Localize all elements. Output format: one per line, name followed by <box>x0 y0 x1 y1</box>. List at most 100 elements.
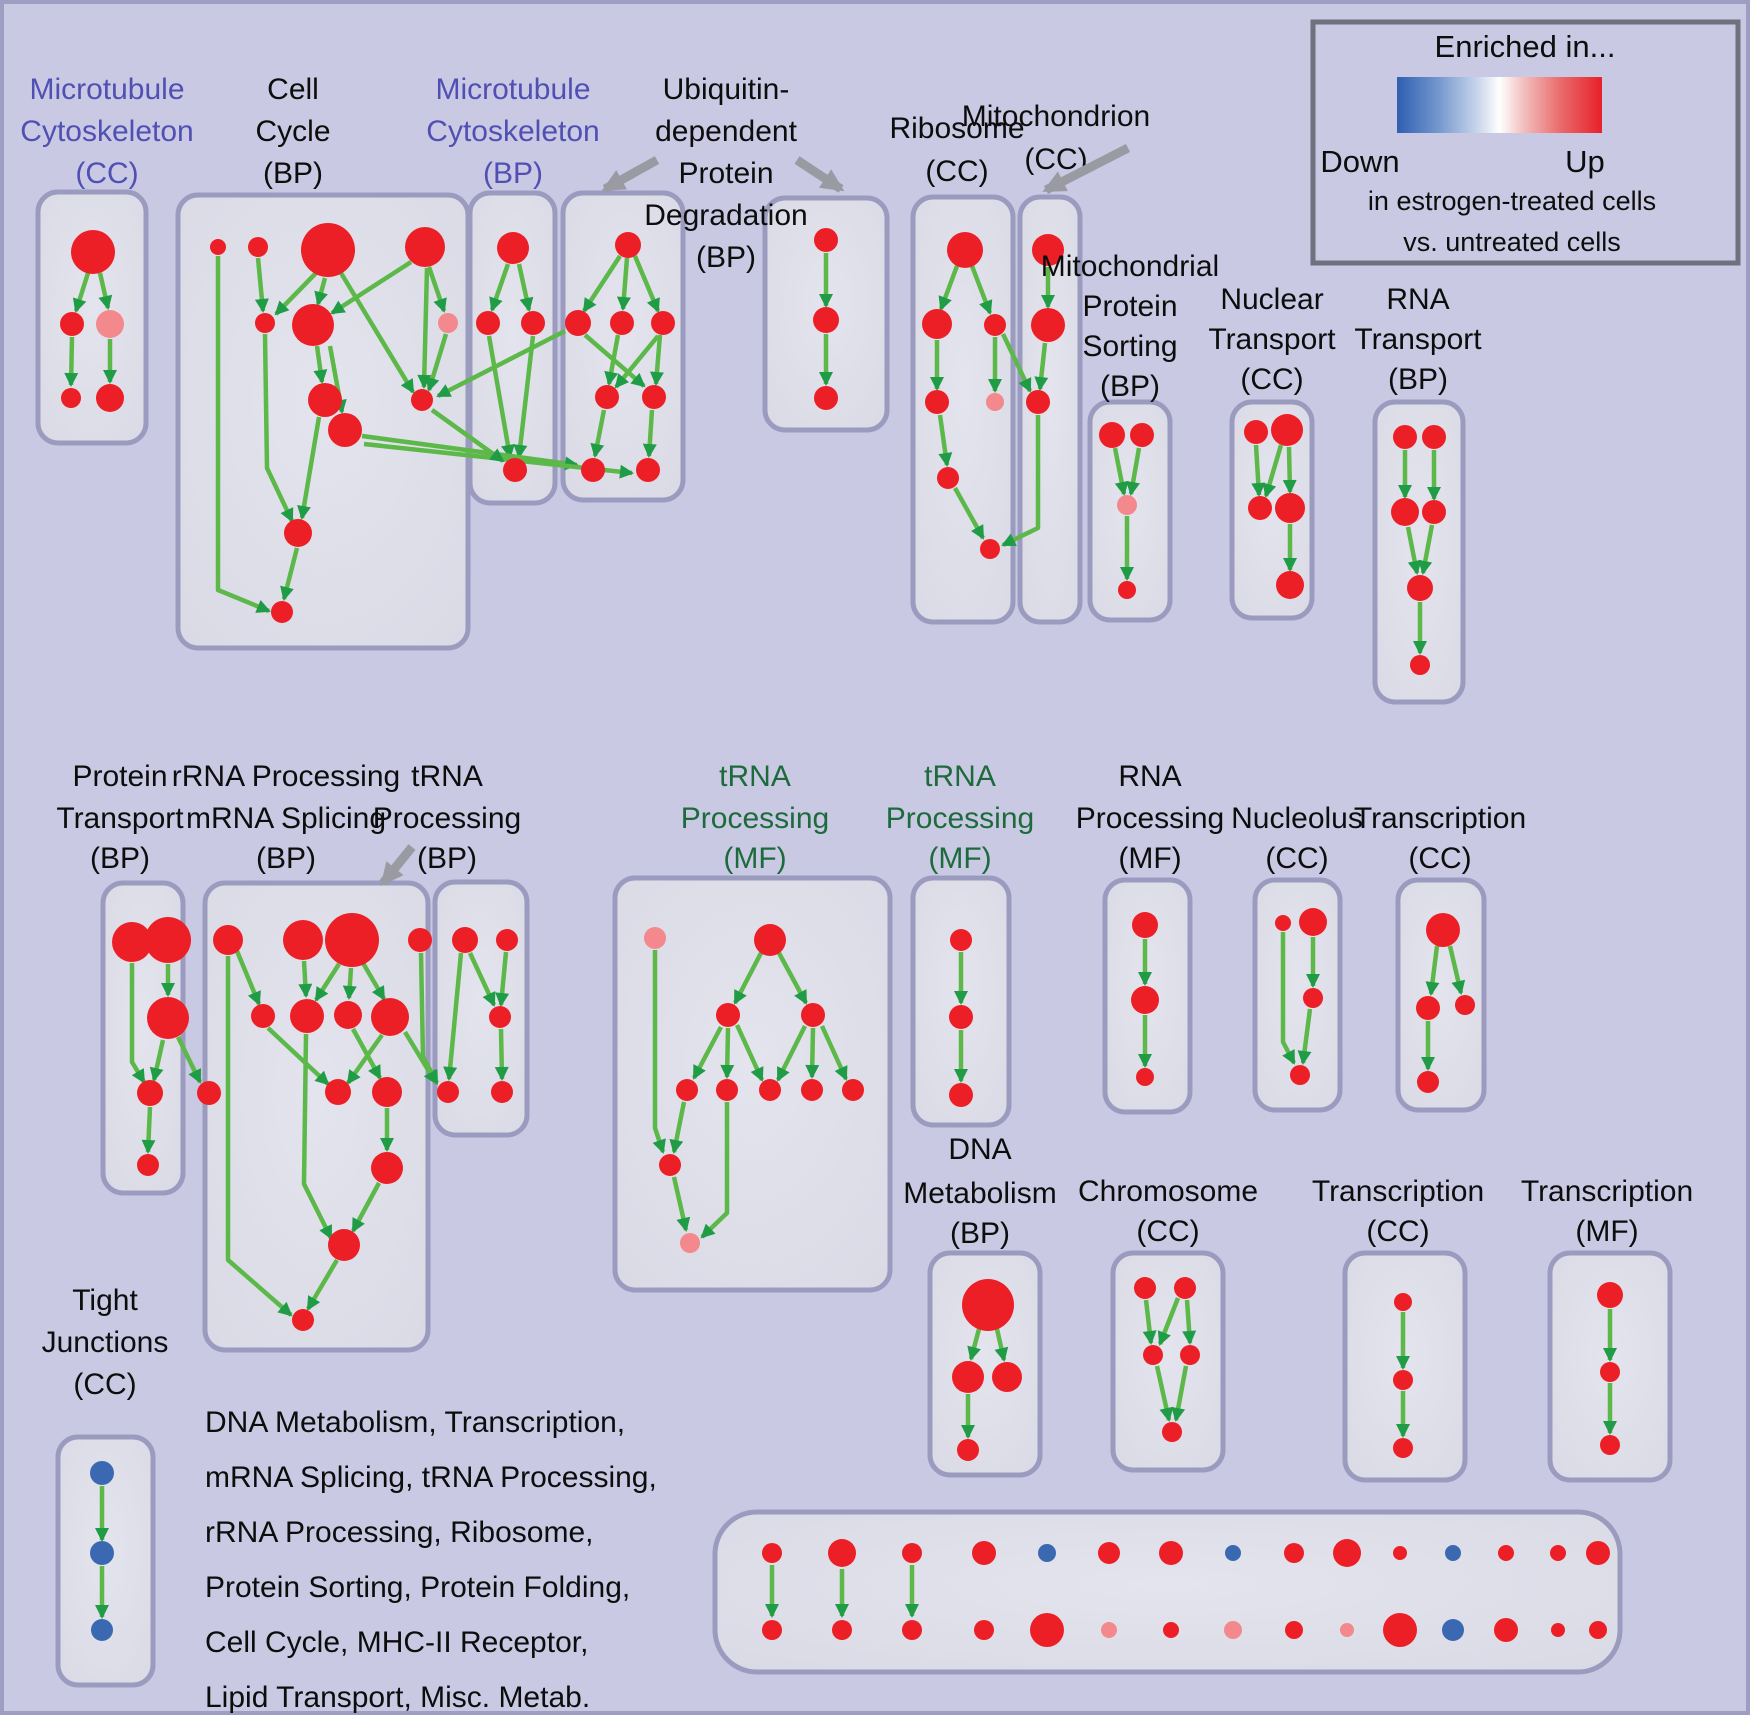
edge-arrow-cell-cycle-bp <box>330 260 413 315</box>
go-term-node-microtubule-cc <box>96 310 124 338</box>
edge-arrow-trna-processing-bp <box>494 1028 509 1081</box>
go-term-node-protein-transport-bp <box>145 917 191 963</box>
go-term-node-microtubule-cc <box>61 388 81 408</box>
edge-arrow-transcription-cc <box>1425 945 1440 996</box>
go-term-node-dna-metabolism-bp <box>952 1361 984 1393</box>
trna-bp-arrow <box>379 844 416 887</box>
caption-line-6: Lipid Transport, Misc. Metab. <box>205 1681 590 1714</box>
go-term-node-mitochondrion-cc <box>1031 308 1065 342</box>
cluster-box-nucleolus-cc <box>1252 877 1343 1113</box>
go-term-node-rrna-processing-mrna-splicing-bp <box>328 1229 360 1261</box>
edge-arrow-protein-transport-bp <box>175 1036 203 1084</box>
go-term-node-transcription-mf <box>1597 1282 1623 1308</box>
go-term-node-mitochondrial-protein-sorting-bp <box>1118 581 1136 599</box>
misc-node-top-1 <box>828 1539 856 1567</box>
go-term-node-rna-transport-bp <box>1407 575 1433 601</box>
go-term-node-rna-transport-bp <box>1422 500 1446 524</box>
edge-arrow-chromosome-cc <box>1171 1365 1189 1422</box>
go-term-node-ubiquitin-degradation-bp-2 <box>813 307 839 333</box>
go-term-node-trna-processing-mf <box>644 927 666 949</box>
edge-arrow-ubiquitin-degradation-bp <box>582 254 622 313</box>
ubiquitin-right-arrow <box>794 156 845 193</box>
go-term-node-rna-transport-bp <box>1422 425 1446 449</box>
go-term-node-ribosome-cc <box>925 390 949 414</box>
cluster-label-ubiquitin-degradation-bp: Ubiquitin-dependent Protein Degradation (BP… <box>644 73 807 274</box>
edge-arrow-rrna-processing-mrna-splicing-bp <box>234 950 262 1006</box>
cluster-box-misc-clusters-panel <box>712 1509 1623 1675</box>
misc-node-top-10 <box>1393 1546 1407 1560</box>
edge-arrow-chromosome-cc <box>1157 1297 1181 1346</box>
caption-line-5: Cell Cycle, MHC-II Receptor, <box>205 1626 588 1659</box>
go-term-node-protein-transport-bp <box>147 997 189 1039</box>
legend-subtitle-2: vs. untreated cells <box>1403 227 1621 257</box>
go-term-node-trna-processing-mf <box>680 1233 700 1253</box>
go-term-node-transcription-cc <box>1455 995 1475 1015</box>
legend-down-label: Down <box>1320 144 1399 179</box>
legend-title: Enriched in... <box>1435 29 1616 64</box>
edge-arrow-trna-processing-mf <box>671 1176 691 1232</box>
edge-arrow-rrna-processing-mrna-splicing-bp <box>351 1181 381 1233</box>
misc-node-top-3 <box>972 1541 996 1565</box>
edge-arrow-rrna-processing-mrna-splicing-bp <box>346 1033 384 1085</box>
go-term-node-tight-junctions-cc <box>90 1541 114 1565</box>
edge-arrow-rrna-processing-mrna-splicing-bp <box>361 961 386 1001</box>
go-term-node-microtubule-cc <box>71 230 115 274</box>
go-term-node-transcription-cc <box>1416 996 1440 1020</box>
edge-arrow-cell-cycle-bp <box>274 271 318 316</box>
misc-node-top-11 <box>1445 1545 1461 1561</box>
cluster-box-transcription-cc <box>1395 877 1487 1113</box>
edge-arrow-trna-processing-mf <box>720 1027 735 1079</box>
go-term-node-trna-processing-bp <box>496 929 518 951</box>
go-term-node-rrna-processing-mrna-splicing-bp <box>325 1079 351 1105</box>
misc-node-top-13 <box>1550 1545 1566 1561</box>
edge-arrow-trna-processing-bp <box>495 951 510 1007</box>
go-term-node-ubiquitin-degradation-bp-2 <box>814 386 838 410</box>
go-term-node-cell-cycle-bp <box>284 519 312 547</box>
cluster-label-ribosome-cc: Ribosome (CC) <box>889 112 1024 188</box>
misc-node-top-9 <box>1333 1539 1361 1567</box>
go-term-node-trna-processing-mf-2 <box>949 1083 973 1107</box>
edge-arrow-cell-cycle-bp <box>417 267 432 389</box>
edge-arrow-trna-processing-mf <box>775 1024 808 1082</box>
edge-arrow-trna-processing-mf <box>733 951 763 1005</box>
edge-arrow-ubiquitin-degradation-bp <box>649 334 664 386</box>
nodes-layer <box>60 223 1623 1647</box>
go-term-node-rrna-processing-mrna-splicing-bp <box>290 999 324 1033</box>
go-term-node-rrna-processing-mrna-splicing-bp <box>213 925 243 955</box>
cross-cluster-edge-arrow <box>436 328 567 399</box>
misc-node-bottom-1 <box>832 1620 852 1640</box>
misc-node-top-5 <box>1098 1542 1120 1564</box>
legend-up-label: Up <box>1565 144 1605 179</box>
cross-cluster-edge-arrow <box>361 433 579 471</box>
edge-arrow-rrna-processing-mrna-splicing-bp <box>314 962 341 1002</box>
go-term-node-tight-junctions-cc <box>91 1619 113 1641</box>
go-term-node-rna-processing-mf <box>1131 986 1159 1014</box>
go-term-node-rrna-processing-mrna-splicing-bp <box>197 1081 221 1105</box>
cluster-label-cell-cycle-bp: Cell Cycle (BP) <box>255 73 330 190</box>
cluster-label-transcription-mf: Transcription (MF) <box>1521 1175 1693 1248</box>
legend-subtitle-1: in estrogen-treated cells <box>1368 186 1656 216</box>
edge-arrow-ubiquitin-degradation-bp <box>614 334 660 389</box>
go-term-node-trna-processing-mf <box>716 1003 740 1027</box>
cluster-label-rna-processing-mf: RNA Processing (MF) <box>1076 760 1224 875</box>
go-term-node-chromosome-cc <box>1143 1345 1163 1365</box>
go-term-node-trna-processing-bp <box>491 1081 513 1103</box>
go-term-node-nuclear-transport-cc <box>1248 496 1272 520</box>
go-term-node-chromosome-cc <box>1162 1422 1182 1442</box>
go-term-node-mitochondrial-protein-sorting-bp <box>1117 495 1137 515</box>
edge-arrow-rrna-processing-mrna-splicing-bp <box>298 960 313 998</box>
go-term-node-nuclear-transport-cc <box>1271 414 1303 446</box>
go-term-node-cell-cycle-bp <box>301 223 355 277</box>
legend-gradient-bar <box>1397 77 1602 133</box>
edge-arrow-rrna-processing-mrna-splicing-bp <box>301 1033 334 1240</box>
cluster-label-rrna-processing-mrna-splicing-bp: rRNA Processing mRNA Splicing (BP) <box>172 760 400 875</box>
go-term-node-trna-processing-bp <box>489 1006 511 1028</box>
go-term-node-nucleolus-cc <box>1299 908 1327 936</box>
go-term-node-rrna-processing-mrna-splicing-bp <box>371 1152 403 1184</box>
misc-node-top-0 <box>762 1543 782 1563</box>
edge-arrow-cell-cycle-bp <box>280 547 300 601</box>
mitochondrion-arrow <box>1042 143 1131 195</box>
cross-cluster-edge-arrow <box>430 408 505 463</box>
go-term-node-cell-cycle-bp <box>255 313 275 333</box>
